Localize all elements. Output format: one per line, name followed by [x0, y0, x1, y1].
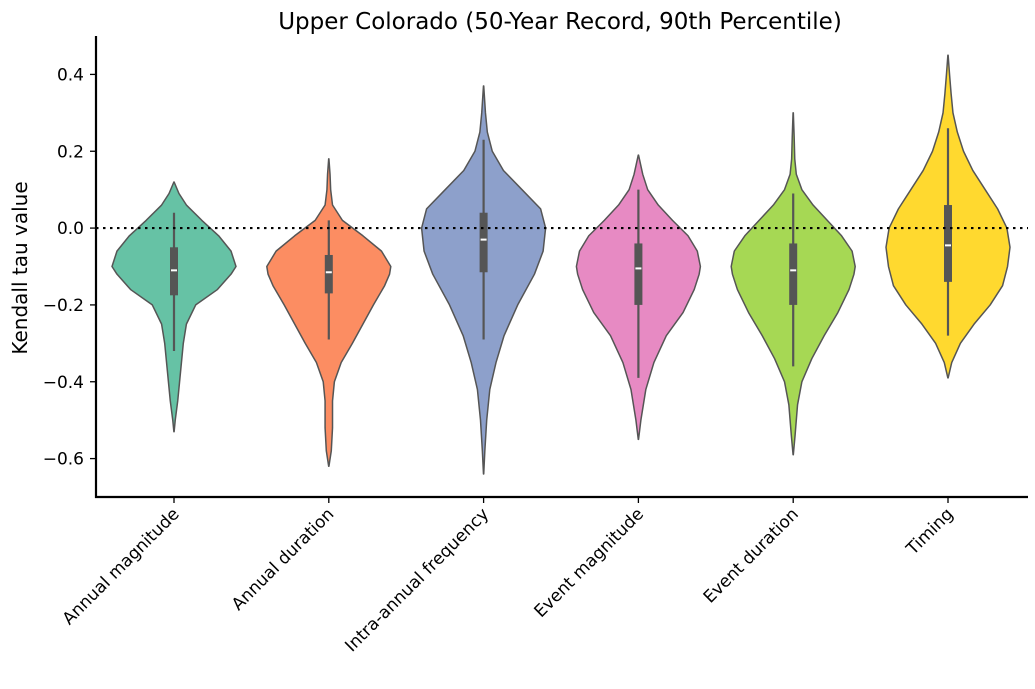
- violin-median-marker: [945, 244, 951, 247]
- x-tick-label: Timing: [902, 504, 957, 559]
- violin-group: [730, 112, 856, 456]
- x-tick-label: Intra-annual frequency: [341, 504, 493, 656]
- violins-layer: [111, 54, 1011, 475]
- y-tick-label: 0.2: [57, 142, 84, 162]
- y-axis: −0.6 −0.4 −0.2 0.0 0.2 0.4: [43, 36, 98, 498]
- violin-iqr-box: [634, 243, 643, 305]
- violin-group: [111, 181, 237, 433]
- x-tick-label: Event magnitude: [531, 504, 648, 621]
- y-tick-label: −0.6: [43, 450, 84, 470]
- violin-iqr-box: [324, 254, 333, 294]
- violin-iqr-box: [479, 212, 488, 273]
- y-tick-label: −0.4: [43, 373, 84, 393]
- violin-iqr-box: [944, 205, 952, 282]
- violin-iqr-box: [789, 243, 798, 305]
- y-tick-label: 0.4: [57, 65, 84, 85]
- x-tick-label: Annual magnitude: [59, 504, 184, 629]
- chart-title: Upper Colorado (50-Year Record, 90th Per…: [278, 9, 842, 35]
- y-axis-label: Kendall tau value: [8, 181, 32, 354]
- violin-group: [885, 54, 1011, 379]
- violin-median-marker: [635, 267, 642, 270]
- y-tick-label: −0.2: [43, 296, 84, 316]
- violin-group: [575, 154, 702, 441]
- x-tick-label: Event duration: [700, 504, 803, 607]
- violin-group: [266, 158, 392, 468]
- violin-median-marker: [480, 238, 487, 241]
- x-tick-label: Annual duration: [228, 504, 338, 614]
- violin-group: [420, 85, 547, 475]
- violin-median-marker: [790, 269, 797, 272]
- x-axis: Annual magnitude Annual duration Intra-ann…: [59, 495, 1028, 656]
- y-tick-label: 0.0: [57, 219, 84, 239]
- violin-median-marker: [171, 269, 177, 272]
- violin-median-marker: [325, 271, 332, 274]
